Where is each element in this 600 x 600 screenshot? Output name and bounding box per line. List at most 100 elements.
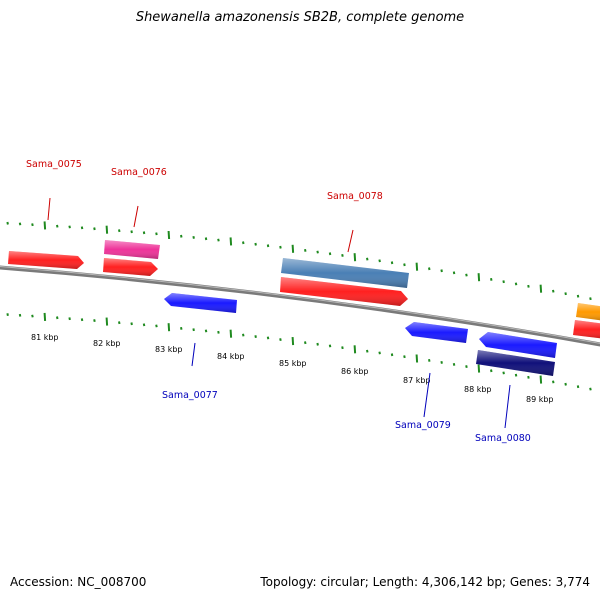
major-tick — [291, 244, 295, 253]
minor-tick — [217, 330, 220, 334]
leader-sama-0079 — [423, 372, 431, 418]
minor-tick — [390, 261, 394, 265]
minor-tick — [564, 382, 567, 386]
major-tick — [105, 225, 109, 234]
major-tick — [43, 312, 47, 321]
accession-text: Accession: NC_008700 — [10, 575, 147, 589]
inner-tick-ring — [6, 312, 592, 391]
minor-tick — [6, 221, 9, 225]
minor-tick — [266, 244, 270, 248]
minor-tick — [130, 322, 133, 326]
major-tick — [477, 364, 481, 373]
gene-label-sama-0080[interactable]: Sama_0080 — [475, 433, 531, 444]
minor-tick — [378, 259, 381, 263]
minor-tick — [93, 227, 96, 231]
tick-label: 87 kbp — [403, 376, 431, 385]
minor-tick — [316, 342, 319, 346]
minor-tick — [378, 351, 381, 355]
genome-backbone — [0, 265, 600, 347]
gene-label-sama-0077[interactable]: Sama_0077 — [162, 390, 218, 401]
minor-tick — [304, 341, 307, 345]
minor-tick — [576, 294, 580, 298]
major-tick — [43, 221, 47, 230]
leader-sama-0077 — [191, 342, 196, 367]
major-tick — [291, 337, 295, 346]
minor-tick — [217, 238, 220, 242]
gene-feature-sama-0080-upper[interactable] — [479, 332, 557, 358]
minor-tick — [192, 328, 195, 332]
minor-tick — [514, 282, 518, 286]
map-title: Shewanella amazonensis SB2B, complete ge… — [135, 10, 465, 25]
minor-tick — [204, 329, 208, 333]
minor-tick — [279, 338, 282, 341]
minor-tick — [18, 222, 22, 226]
minor-tick — [576, 385, 580, 389]
gene-feature-sama-0075[interactable] — [8, 251, 84, 269]
gene-feature-sama-0079[interactable] — [405, 322, 468, 343]
leader-sama-0075 — [47, 197, 51, 221]
gene-label-sama-0078[interactable]: Sama_0078 — [327, 191, 383, 202]
gene-label-sama-0075[interactable]: Sama_0075 — [26, 159, 82, 170]
major-tick — [167, 230, 171, 240]
minor-tick — [31, 223, 34, 227]
outer-tick-ring — [6, 221, 592, 301]
major-tick — [415, 262, 419, 271]
major-tick — [229, 329, 233, 338]
major-tick — [353, 253, 357, 262]
gene-feature-sama-0076-lower[interactable] — [103, 258, 158, 276]
minor-tick — [80, 226, 84, 230]
gene-label-sama-0076[interactable]: Sama_0076 — [111, 167, 167, 178]
major-tick — [353, 345, 357, 354]
leader-sama-0080 — [504, 384, 511, 429]
minor-tick — [403, 263, 406, 267]
minor-tick — [514, 373, 518, 377]
minor-tick — [465, 365, 468, 368]
genome-backbone-highlight — [0, 266, 600, 344]
tick-label: 82 kbp — [93, 339, 121, 348]
minor-tick — [428, 359, 431, 362]
minor-tick — [242, 333, 245, 337]
minor-tick — [366, 349, 369, 353]
minor-tick — [118, 321, 121, 325]
minor-tick — [6, 313, 9, 316]
gene-feature-right-orange[interactable] — [576, 303, 600, 321]
minor-tick — [142, 231, 146, 235]
minor-tick — [564, 292, 567, 296]
minor-tick — [56, 316, 59, 320]
gene-feature-sama-0078-lower[interactable] — [280, 277, 408, 306]
major-tick — [415, 354, 419, 363]
minor-tick — [254, 242, 257, 246]
minor-tick — [266, 336, 270, 340]
tick-label: 85 kbp — [279, 359, 307, 368]
gene-feature-right-red[interactable] — [573, 320, 600, 339]
minor-tick — [490, 369, 493, 373]
minor-tick — [527, 375, 530, 379]
tick-label: 88 kbp — [464, 385, 492, 394]
gene-feature-sama-0078-upper[interactable] — [281, 258, 409, 288]
tick-label-group: 81 kbp 82 kbp 83 kbp 84 kbp 85 kbp 86 kb… — [31, 333, 554, 404]
minor-tick — [552, 289, 555, 293]
minor-tick — [452, 363, 456, 366]
minor-tick — [440, 269, 443, 273]
major-tick — [539, 284, 543, 293]
gene-feature-sama-0076-upper[interactable] — [104, 240, 160, 259]
gene-feature-sama-0080-lower[interactable] — [476, 350, 555, 376]
gene-label-sama-0079[interactable]: Sama_0079 — [395, 420, 451, 431]
leader-sama-0078 — [347, 229, 354, 253]
tick-label: 81 kbp — [31, 333, 59, 342]
minor-tick — [130, 230, 133, 234]
genome-stats-text: Topology: circular; Length: 4,306,142 bp… — [260, 575, 590, 589]
minor-tick — [56, 224, 59, 228]
gene-feature-sama-0077[interactable] — [164, 293, 237, 313]
minor-tick — [589, 297, 592, 301]
minor-tick — [390, 353, 394, 357]
minor-tick — [254, 335, 257, 338]
minor-tick — [328, 344, 332, 348]
minor-tick — [155, 232, 158, 236]
minor-tick — [465, 273, 468, 277]
minor-tick — [552, 380, 555, 384]
minor-tick — [589, 387, 592, 391]
minor-tick — [93, 319, 96, 322]
minor-tick — [328, 252, 332, 256]
minor-tick — [502, 280, 505, 284]
